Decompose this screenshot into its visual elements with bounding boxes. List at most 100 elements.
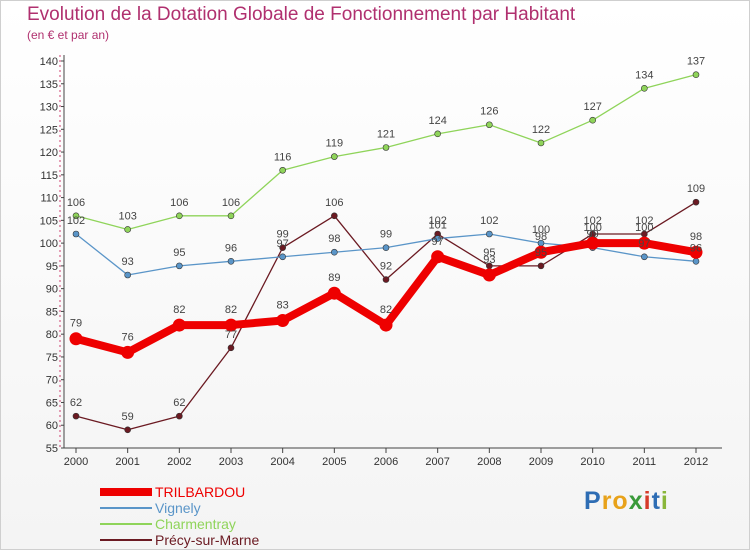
legend-label: Précy-sur-Marne	[155, 532, 260, 548]
x-tick-label: 2012	[684, 456, 708, 468]
data-point-trilbardou	[534, 245, 548, 259]
data-label-charmentray: 106	[222, 197, 240, 209]
data-label-charmentray: 137	[687, 56, 705, 68]
data-point-vignely	[486, 230, 493, 238]
data-label-vignely: 97	[277, 238, 289, 250]
data-point-vignely	[227, 258, 235, 265]
data-point-charmentray	[227, 212, 235, 220]
data-label-pr-cy-sur-marne: 95	[535, 247, 547, 259]
data-point-pr-cy-sur-marne	[331, 212, 338, 220]
y-tick-label: 125	[40, 124, 58, 136]
data-point-trilbardou	[172, 318, 186, 332]
data-label-trilbardou: 89	[328, 272, 340, 284]
data-point-trilbardou	[276, 314, 290, 328]
data-label-vignely: 102	[67, 215, 85, 227]
y-tick-label: 120	[40, 147, 58, 159]
data-point-trilbardou	[482, 268, 496, 282]
data-point-charmentray	[641, 85, 648, 92]
data-label-vignely: 102	[480, 215, 498, 227]
data-point-charmentray	[486, 121, 493, 129]
data-point-pr-cy-sur-marne	[72, 412, 80, 420]
y-tick-label: 130	[40, 102, 58, 114]
chart-subtitle: (en € et par an)	[27, 28, 110, 42]
data-point-trilbardou	[121, 345, 135, 359]
y-tick-label: 90	[46, 284, 58, 296]
data-label-vignely: 97	[638, 238, 650, 250]
data-label-trilbardou: 83	[277, 300, 289, 312]
data-label-trilbardou: 82	[173, 304, 185, 316]
data-label-charmentray: 124	[428, 115, 446, 127]
data-label-pr-cy-sur-marne: 102	[635, 215, 653, 227]
data-point-vignely	[641, 253, 648, 261]
data-point-charmentray	[434, 130, 441, 138]
data-label-pr-cy-sur-marne: 59	[122, 411, 134, 423]
x-tick-label: 2001	[115, 456, 139, 468]
x-tick-label: 2006	[374, 456, 398, 468]
data-label-charmentray: 119	[326, 138, 344, 150]
data-point-pr-cy-sur-marne	[279, 244, 286, 251]
data-label-trilbardou: 76	[122, 331, 134, 343]
data-label-trilbardou: 82	[380, 304, 392, 316]
logo-letter: P	[584, 487, 602, 515]
data-label-pr-cy-sur-marne: 106	[325, 197, 343, 209]
chart-title: Evolution de la Dotation Globale de Fonc…	[27, 4, 576, 25]
data-point-pr-cy-sur-marne	[124, 426, 131, 434]
x-tick-label: 2009	[529, 456, 553, 468]
logo-letter: x	[628, 487, 644, 515]
data-point-trilbardou	[69, 332, 83, 346]
data-label-pr-cy-sur-marne: 77	[225, 329, 237, 341]
data-label-vignely: 100	[532, 224, 550, 236]
data-label-pr-cy-sur-marne: 62	[173, 397, 185, 409]
y-tick-label: 60	[46, 420, 58, 432]
data-label-trilbardou: 82	[225, 304, 237, 316]
data-label-vignely: 101	[428, 220, 446, 232]
y-tick-label: 55	[46, 443, 58, 455]
series-line-charmentray	[75, 74, 697, 231]
y-tick-label: 110	[40, 193, 58, 205]
data-label-vignely: 96	[225, 242, 237, 254]
data-point-trilbardou	[637, 236, 651, 250]
data-label-trilbardou: 97	[432, 236, 444, 248]
x-tick-label: 2007	[425, 456, 449, 468]
data-label-charmentray: 103	[118, 210, 136, 222]
data-label-trilbardou: 79	[70, 318, 82, 330]
data-point-charmentray	[589, 116, 596, 124]
y-tick-label: 95	[46, 261, 58, 273]
data-point-trilbardou	[379, 318, 393, 332]
x-tick-label: 2000	[64, 456, 88, 468]
legend-swatch-charmentray	[100, 523, 152, 525]
data-point-vignely	[279, 253, 286, 261]
data-point-trilbardou	[586, 236, 600, 250]
data-label-pr-cy-sur-marne: 102	[583, 215, 601, 227]
data-label-vignely: 95	[173, 247, 185, 259]
y-tick-label: 105	[40, 215, 58, 227]
data-point-vignely	[331, 248, 338, 256]
data-label-pr-cy-sur-marne: 95	[483, 247, 495, 259]
data-point-charmentray	[279, 166, 286, 174]
data-label-charmentray: 106	[170, 197, 188, 209]
data-point-pr-cy-sur-marne	[176, 412, 183, 420]
data-point-vignely	[72, 230, 80, 238]
y-tick-label: 85	[46, 306, 58, 318]
legend-label: TRILBARDOU	[155, 484, 246, 500]
data-label-pr-cy-sur-marne: 99	[277, 229, 289, 241]
x-tick-label: 2011	[633, 456, 657, 468]
legend-label: Charmentray	[155, 516, 236, 532]
legend-swatch-precy-sur-marne	[100, 539, 152, 541]
data-point-pr-cy-sur-marne	[382, 276, 390, 283]
data-label-vignely: 98	[328, 233, 340, 245]
data-point-vignely	[124, 271, 131, 279]
data-label-charmentray: 106	[67, 197, 85, 209]
y-tick-label: 140	[40, 56, 58, 68]
logo-letter: i	[643, 487, 652, 515]
data-point-charmentray	[537, 139, 545, 147]
data-point-trilbardou	[689, 245, 703, 259]
x-tick-label: 2010	[580, 456, 604, 468]
data-point-trilbardou	[224, 318, 238, 332]
data-label-pr-cy-sur-marne: 62	[70, 397, 82, 409]
data-label-charmentray: 126	[480, 106, 498, 118]
data-point-vignely	[382, 244, 390, 251]
data-label-charmentray: 116	[274, 151, 292, 163]
legend-swatch-trilbardou	[100, 488, 152, 496]
